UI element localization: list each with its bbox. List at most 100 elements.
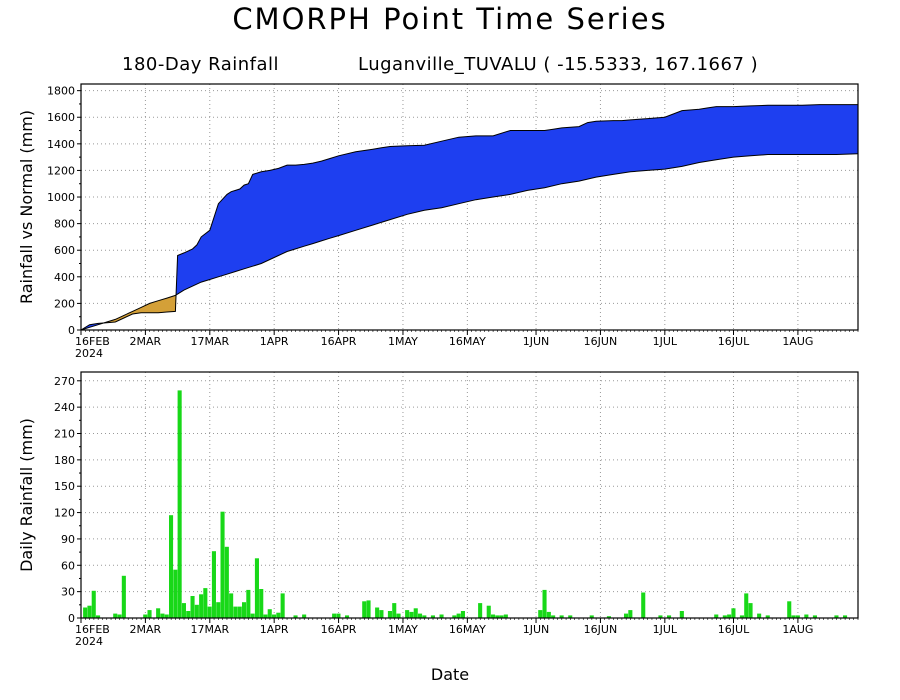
daily-rain-bar	[263, 614, 268, 618]
daily-rain-bar	[237, 606, 242, 618]
y-tick-label: 210	[54, 428, 75, 441]
x-tick-label: 2MAR	[130, 623, 162, 636]
daily-rain-bar	[392, 603, 397, 618]
x-tick-label: 16MAY	[449, 335, 486, 348]
daily-rain-bar	[366, 600, 371, 618]
y-tick-label: 1200	[47, 164, 75, 177]
y-tick-label: 180	[54, 454, 75, 467]
daily-rain-bar	[624, 613, 629, 618]
daily-rain-bar	[658, 615, 663, 618]
x-tick-label: 16JUL	[718, 335, 750, 348]
x-tick-label: 1AUG	[782, 335, 813, 348]
daily-rain-bar	[156, 608, 161, 618]
x-tick-label: 1APR	[260, 335, 289, 348]
x-tick-label: 16MAY	[449, 623, 486, 636]
y-tick-label: 400	[54, 271, 75, 284]
daily-rain-bar	[486, 605, 491, 618]
plot-frame	[80, 371, 859, 619]
plot-frame	[80, 83, 859, 331]
daily-rain-bar	[787, 601, 792, 618]
y-tick-label: 60	[61, 559, 75, 572]
daily-rain-bar	[559, 615, 564, 618]
daily-rain-bar	[430, 615, 435, 618]
daily-rain-bar	[224, 546, 229, 618]
chart-subtitle-location: Luganville_TUVALU ( -15.5333, 167.1667 )	[358, 54, 759, 75]
daily-rain-bar	[499, 615, 504, 618]
daily-rain-bar	[345, 615, 350, 618]
daily-rain-bar	[542, 589, 547, 618]
daily-rain-bar	[727, 614, 732, 618]
daily-rain-bar	[181, 603, 186, 618]
above-normal-area	[176, 104, 858, 295]
y-tick-label: 0	[68, 324, 75, 337]
normal-cumulative-line	[80, 153, 859, 331]
daily-rain-bar	[117, 614, 122, 618]
daily-rain-bar	[722, 615, 727, 618]
daily-rain-bar	[551, 615, 556, 618]
daily-rain-bar	[379, 610, 384, 618]
daily-rain-bar	[538, 610, 543, 618]
daily-rain-bar	[422, 615, 427, 618]
x-tick-label: 1MAY	[388, 623, 418, 636]
daily-rain-bar	[418, 613, 423, 618]
y-tick-label: 30	[61, 586, 75, 599]
x-tick-label: 1APR	[260, 623, 289, 636]
daily-rain-bar	[173, 569, 178, 618]
daily-rain-bar	[169, 515, 174, 618]
daily-rain-bar	[568, 615, 573, 618]
y-tick-label: 150	[54, 480, 75, 493]
daily-rain-bar	[795, 615, 800, 618]
daily-rain-bar	[491, 614, 496, 618]
chart-main-title: CMORPH Point Time Series	[232, 2, 668, 36]
daily-rain-bar	[409, 611, 414, 618]
daily-rain-bar	[589, 615, 594, 618]
x-tick-label: 1JUL	[653, 623, 678, 636]
y-tick-label: 1400	[47, 138, 75, 151]
daily-rain-bar	[220, 511, 225, 618]
daily-rain-bar	[812, 615, 817, 618]
daily-rain-bar	[113, 613, 118, 618]
daily-rain-bar	[216, 602, 221, 618]
daily-rain-bar	[375, 607, 380, 618]
daily-rain-bar	[233, 606, 238, 618]
x-tick-label: 16APR	[321, 335, 357, 348]
daily-rain-bar	[83, 607, 88, 618]
x-tick-label: 16JUN	[584, 623, 618, 636]
daily-rain-bar	[439, 614, 444, 618]
daily-rain-bar	[744, 593, 749, 618]
daily-rain-bar	[362, 601, 367, 618]
daily-rain-bar	[843, 615, 848, 618]
y-tick-label: 0	[68, 612, 75, 625]
plot-panel-2: 0 30 60 90 120 150 180 210 240 270 16FEB 2MAR 17MAR 1…	[17, 371, 859, 648]
daily-rain-bar	[456, 613, 461, 618]
daily-rain-bar	[203, 588, 208, 618]
daily-rain-bar	[160, 613, 165, 618]
x-year-label: 2024	[75, 347, 103, 360]
daily-rain-bar	[387, 611, 392, 618]
daily-rain-bar	[143, 614, 148, 618]
daily-rain-bar	[211, 551, 216, 618]
daily-rain-bar	[229, 593, 234, 618]
daily-rain-bar	[147, 610, 152, 618]
y-tick-label: 90	[61, 533, 75, 546]
y-tick-label: 600	[54, 244, 75, 257]
daily-rain-bar	[714, 614, 719, 618]
daily-rain-bar	[791, 615, 796, 618]
daily-rain-bar	[186, 611, 191, 618]
daily-rain-bar	[396, 613, 401, 618]
y-tick-label: 1800	[47, 85, 75, 98]
daily-rain-bar	[276, 612, 281, 618]
daily-rain-bar	[731, 608, 736, 618]
x-tick-label: 16JUN	[584, 335, 618, 348]
x-tick-label: 17MAR	[190, 335, 229, 348]
daily-rain-bar	[804, 614, 809, 618]
daily-rain-bar	[254, 558, 259, 618]
x-tick-label: 16APR	[321, 623, 357, 636]
x-axis-label: Date	[430, 665, 470, 684]
chart-subtitle-period: 180-Day Rainfall	[122, 54, 280, 75]
daily-rain-bar	[628, 610, 633, 618]
x-year-label: 2024	[75, 635, 103, 648]
plot-panel-1: 0 200 400 600 800 1000 1200 1400 1600 1800 16FEB 2M…	[17, 83, 859, 360]
x-tick-label: 16JUL	[718, 623, 750, 636]
